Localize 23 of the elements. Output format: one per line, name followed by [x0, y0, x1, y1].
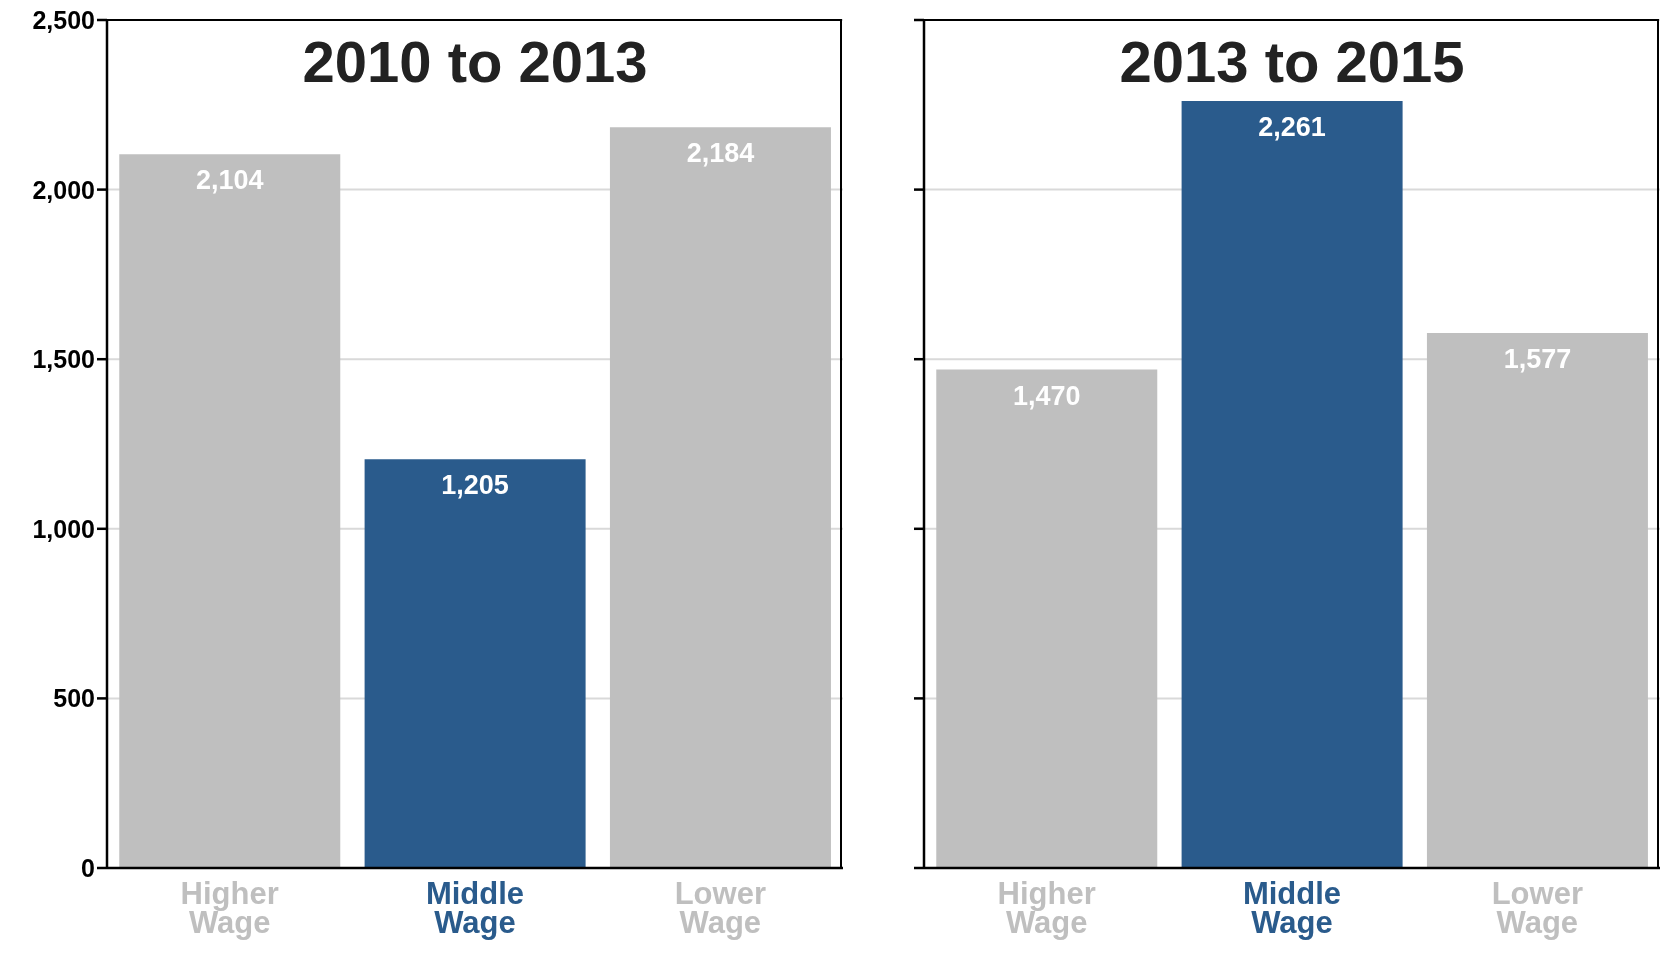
data-label: 2,184 [686, 138, 755, 169]
x-tick-label: Higher Wage [997, 876, 1096, 940]
y-tick-label: 2,500 [32, 6, 95, 34]
data-label: 2,261 [1258, 112, 1326, 143]
x-tick-label: Higher Wage [180, 876, 279, 940]
bar [364, 459, 586, 868]
y-tick-label: 500 [53, 684, 95, 713]
x-tick-label: Middle Wage [425, 876, 525, 940]
x-tick-label: Middle Wage [1242, 876, 1342, 940]
y-tick-label: 1,000 [32, 514, 95, 543]
bar [609, 127, 831, 868]
x-tick-label: Lower Wage [1491, 876, 1583, 940]
data-label: 1,577 [1503, 344, 1572, 375]
data-label: 1,205 [441, 470, 509, 501]
chart-title: 2010 to 2013 [301, 28, 649, 95]
y-tick-label: 2,000 [32, 175, 95, 204]
y-tick-label: 1,500 [32, 345, 95, 374]
x-tick-label: Lower Wage [674, 876, 766, 940]
bar [119, 154, 341, 868]
y-tick-label: 0 [81, 854, 95, 882]
data-label: 2,104 [195, 165, 264, 196]
chart-title: 2013 to 2015 [1118, 28, 1466, 95]
data-label: 1,470 [1012, 380, 1081, 411]
